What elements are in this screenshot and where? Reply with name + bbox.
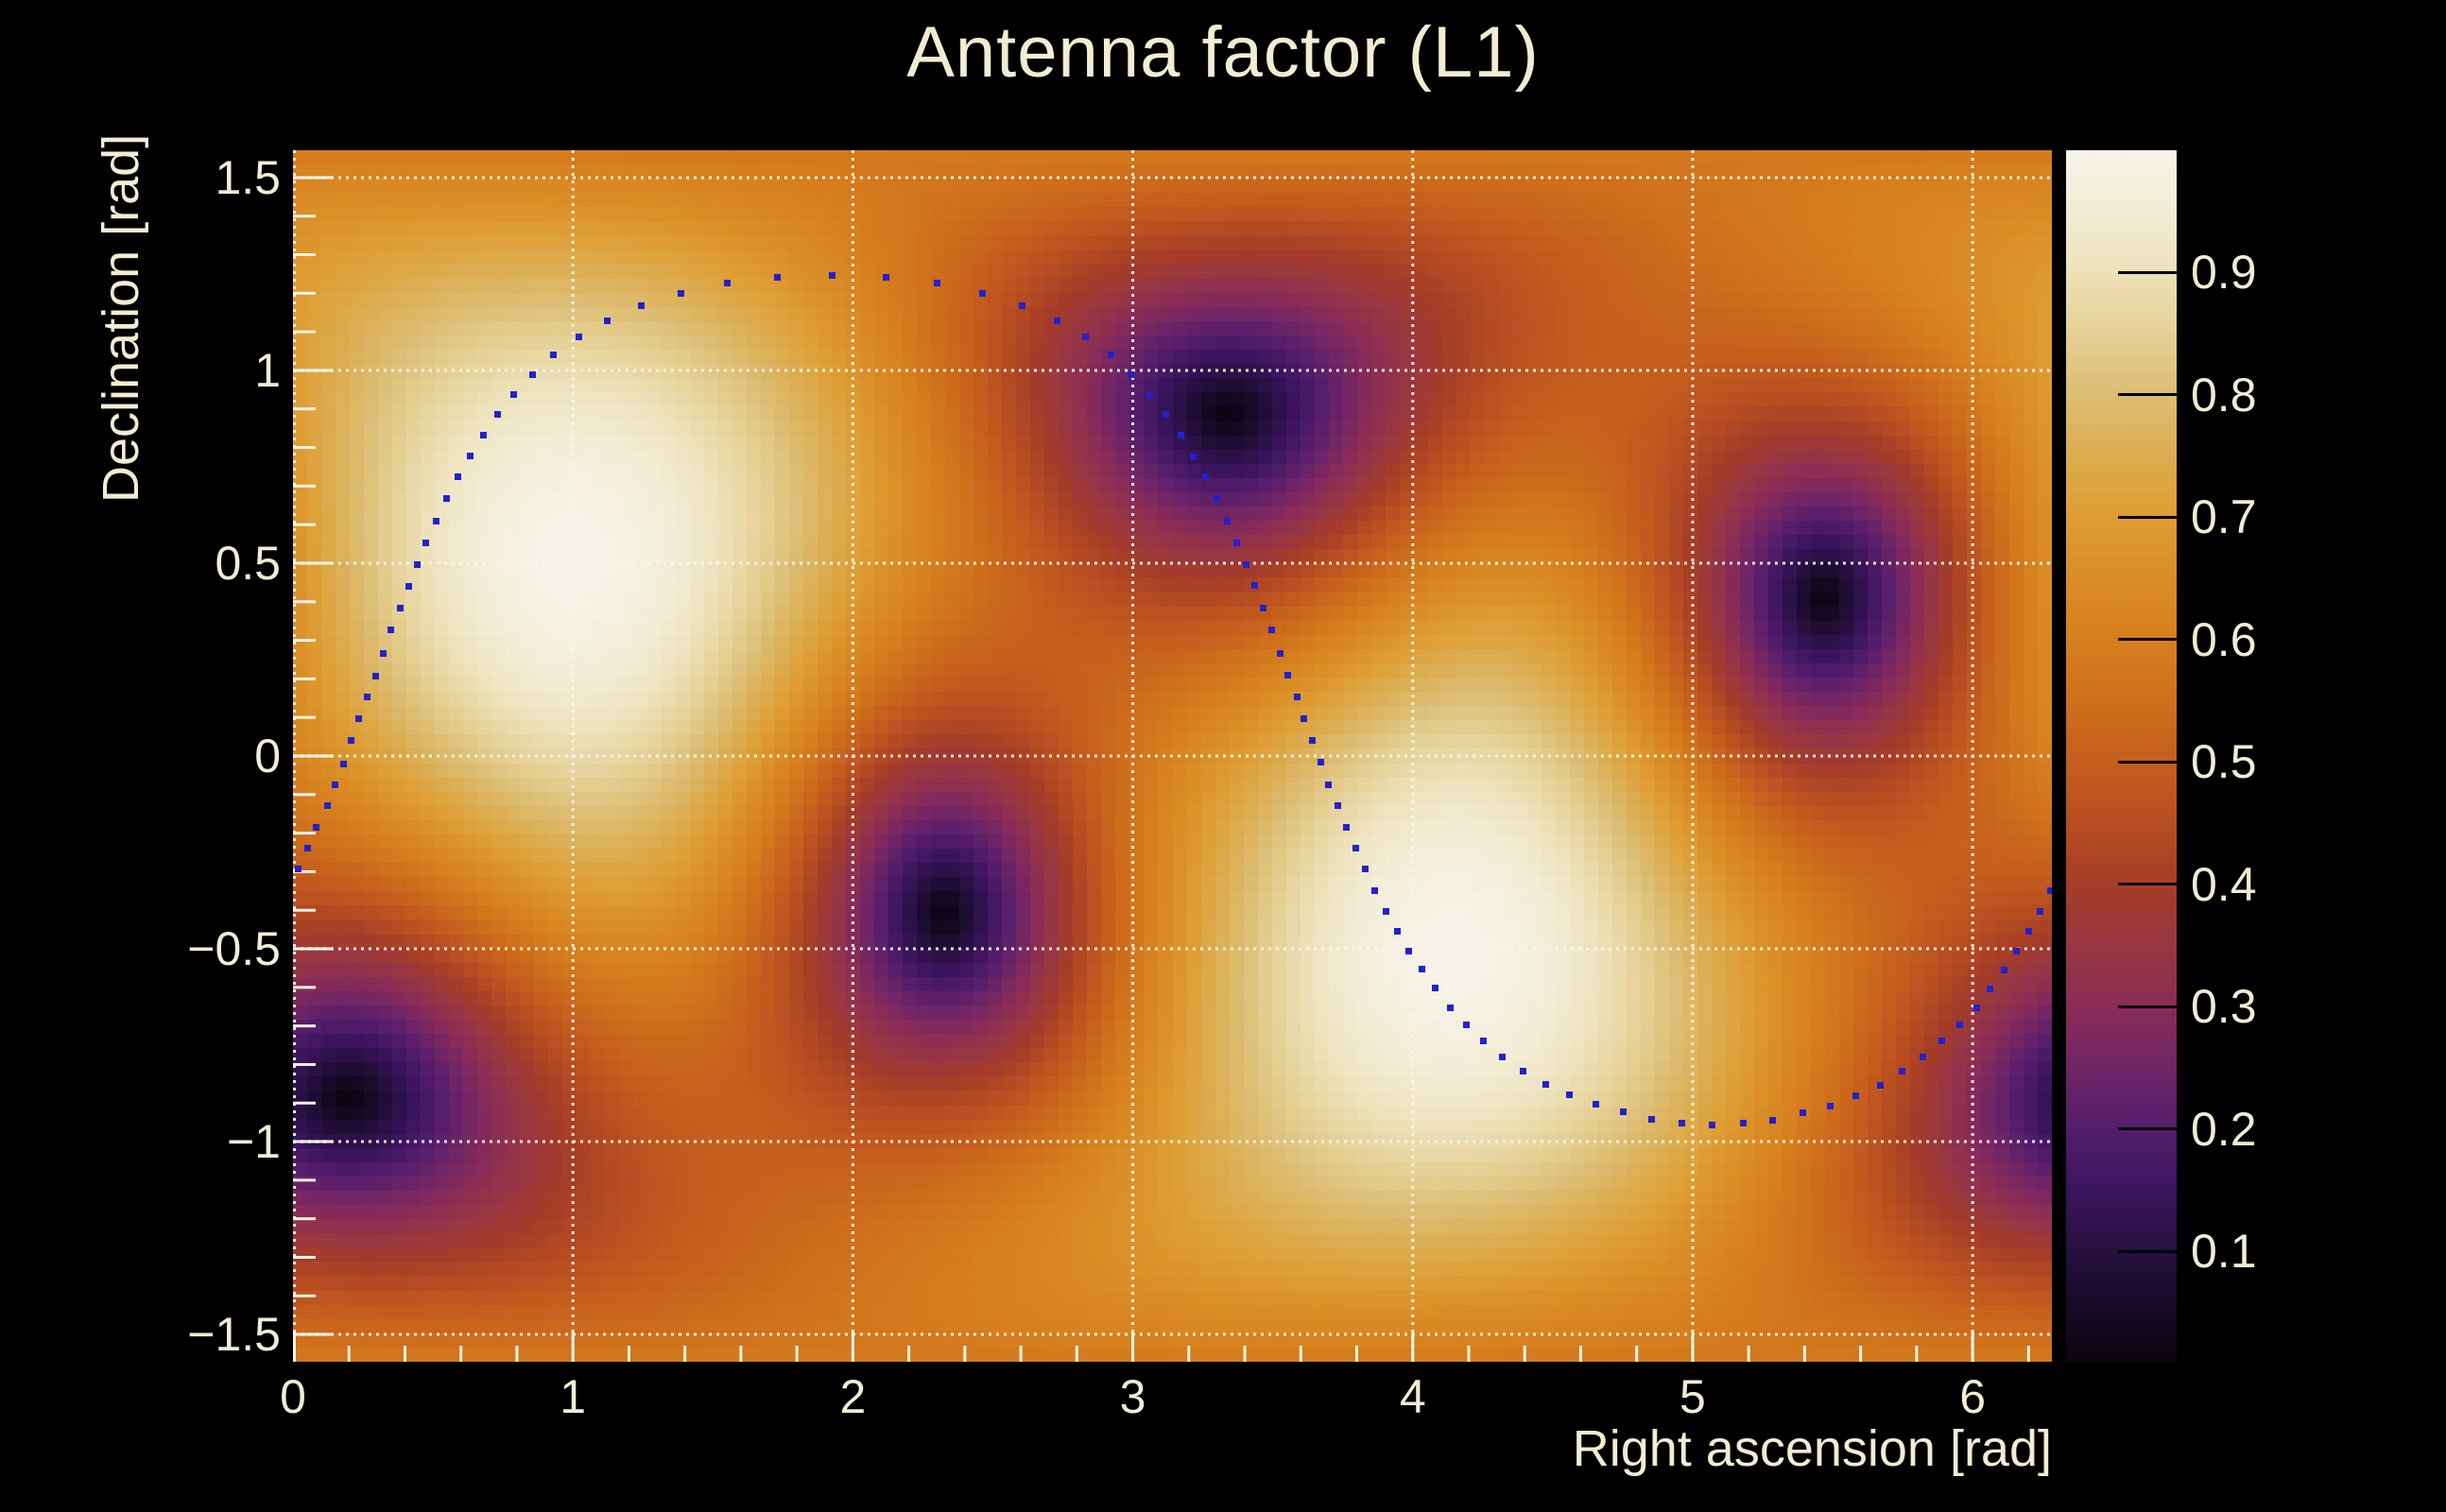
y-tick-label-−1: −1 <box>226 1115 281 1169</box>
colorbar-tick-label-0.2: 0.2 <box>2191 1102 2257 1156</box>
y-tick-label-1: 1 <box>254 343 281 397</box>
x-tick-label-5: 5 <box>1679 1370 1706 1423</box>
y-tick-label-1.5: 1.5 <box>215 150 281 204</box>
page-title: Antenna factor (L1) <box>906 12 1540 93</box>
x-axis-title: Right ascension [rad] <box>1572 1420 2052 1477</box>
colorbar-tick-label-0.6: 0.6 <box>2191 612 2257 666</box>
colorbar-tick-label-0.4: 0.4 <box>2191 857 2257 911</box>
y-tick-label-0.5: 0.5 <box>215 536 281 590</box>
y-tick-label-−0.5: −0.5 <box>187 922 281 976</box>
x-tick-label-1: 1 <box>560 1370 587 1423</box>
colorbar-tick-0.1 <box>2118 1249 2177 1253</box>
colorbar-tick-0.8 <box>2118 393 2177 397</box>
colorbar-tick-0.2 <box>2118 1127 2177 1131</box>
colorbar <box>2066 150 2177 1362</box>
colorbar-tick-0.6 <box>2118 638 2177 642</box>
colorbar-tick-label-0.3: 0.3 <box>2191 980 2257 1034</box>
colorbar-tick-0.4 <box>2118 883 2177 886</box>
y-tick-label-−1.5: −1.5 <box>187 1308 281 1362</box>
colorbar-tick-0.7 <box>2118 515 2177 519</box>
x-tick-label-4: 4 <box>1399 1370 1426 1423</box>
colorbar-tick-0.5 <box>2118 760 2177 764</box>
colorbar-tick-0.3 <box>2118 1005 2177 1008</box>
y-tick-label-0: 0 <box>254 730 281 782</box>
colorbar-tick-label-0.9: 0.9 <box>2191 246 2257 300</box>
colorbar-tick-label-0.8: 0.8 <box>2191 368 2257 421</box>
heatmap-plot <box>293 150 2052 1362</box>
x-tick-label-0: 0 <box>280 1370 306 1423</box>
x-tick-label-2: 2 <box>839 1370 867 1423</box>
x-tick-label-3: 3 <box>1119 1370 1146 1423</box>
colorbar-tick-label-0.7: 0.7 <box>2191 490 2257 544</box>
colorbar-tick-label-0.5: 0.5 <box>2191 735 2257 789</box>
x-tick-label-6: 6 <box>1959 1370 1987 1423</box>
colorbar-tick-0.9 <box>2118 270 2177 274</box>
colorbar-tick-label-0.1: 0.1 <box>2191 1225 2257 1279</box>
